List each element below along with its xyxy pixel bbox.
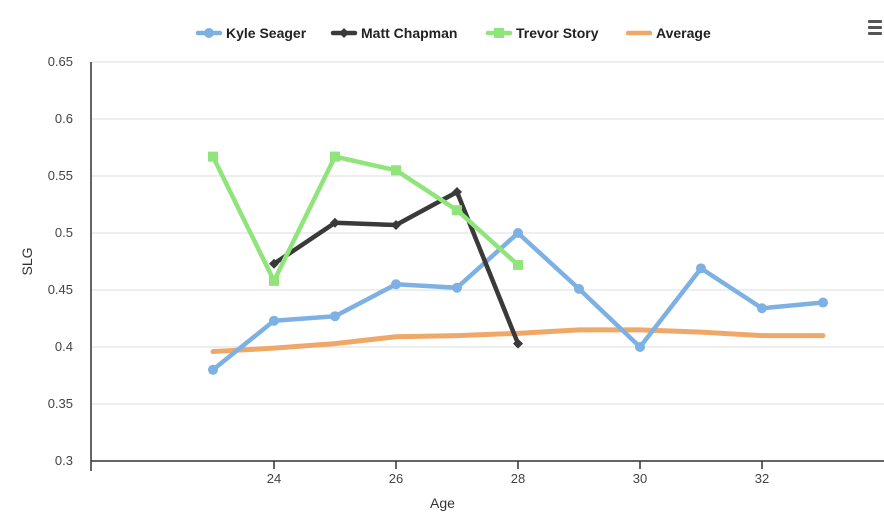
y-tick-label: 0.35 [48,396,73,411]
data-point [269,315,279,326]
menu-bar [868,20,882,23]
y-tick-label: 0.65 [48,54,73,69]
data-point [391,165,401,176]
legend-label: Matt Chapman [361,25,457,41]
x-tick-label: 32 [755,471,769,486]
data-point [330,311,340,322]
series-matt-chapman [269,186,523,349]
hamburger-menu-icon[interactable] [868,20,882,38]
data-point [818,297,828,308]
series-line-kyle-seager [210,230,826,373]
series-kyle-seager [208,228,828,375]
series [208,151,828,375]
data-point [757,303,767,314]
data-point [452,186,462,197]
legend-label: Trevor Story [516,25,599,41]
y-tick-label: 0.6 [55,111,73,126]
legend-marker [494,28,504,38]
data-point [269,275,279,286]
data-point [513,259,523,270]
y-tick-label: 0.5 [55,225,73,240]
data-point [330,217,340,228]
data-point [696,263,706,274]
data-point [452,205,462,216]
series-line-trevor-story [210,154,521,284]
x-tick-label: 26 [389,471,403,486]
data-point [391,220,401,231]
legend-item-kyle-seager[interactable]: Kyle Seager [195,25,307,41]
y-tick-label: 0.55 [48,168,73,183]
y-tick-labels: 0.3 0.35 0.4 0.45 0.5 0.55 0.6 0.65 [48,54,73,468]
legend-item-matt-chapman[interactable]: Matt Chapman [330,25,457,41]
series-trevor-story [208,151,523,286]
x-tick-label: 30 [633,471,647,486]
y-tick-label: 0.4 [55,339,73,354]
axes [90,62,884,471]
y-tick-label: 0.45 [48,282,73,297]
data-point [513,228,523,238]
x-tick-labels: 24 26 28 30 32 [267,461,769,486]
data-point [635,342,645,352]
x-tick-label: 24 [267,471,281,486]
legend-marker [339,28,349,38]
legend-label: Kyle Seager [226,25,307,41]
x-tick-label: 28 [511,471,525,486]
data-point [452,282,462,293]
y-tick-label: 0.3 [55,453,73,468]
legend: Kyle Seager Matt Chapman Trevor Story Avera… [195,25,711,41]
menu-bar [868,32,882,35]
data-point [391,279,401,290]
data-point [513,338,523,349]
data-point [269,258,279,269]
menu-bar [868,26,882,29]
legend-item-trevor-story[interactable]: Trevor Story [485,25,599,41]
legend-item-average[interactable]: Average [625,25,711,41]
series-line-average [210,327,826,355]
legend-label: Average [656,25,711,41]
data-point [330,151,340,162]
data-point [208,364,218,375]
data-point [208,151,218,162]
data-point [574,283,584,294]
legend-marker [204,28,214,38]
grid-lines [91,61,884,405]
x-axis-title: Age [430,495,455,511]
y-axis-title: SLG [19,247,35,275]
series-average [210,327,826,355]
